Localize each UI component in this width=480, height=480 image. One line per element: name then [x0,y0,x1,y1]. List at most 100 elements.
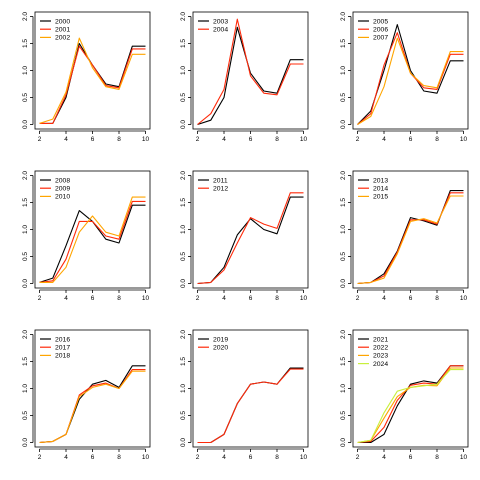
legend-label: 2013 [373,177,388,184]
y-tick-label: 1.5 [180,357,187,366]
y-tick-label: 0.0 [22,279,29,288]
plot-frame [352,170,469,289]
x-tick-label: 6 [249,136,253,143]
chart-panel-2: 2 4 6 8 10 0.0 0.5 1.0 1.5 2.0 2003 2004 [180,11,309,143]
x-tick-label: 10 [460,136,468,143]
series-line-2024 [357,369,464,444]
chart-panel-8: 2 4 6 8 10 0.0 0.5 1.0 1.5 2.0 2019 2020 [180,329,309,461]
x-tick-label: 6 [409,136,413,143]
x-tick-label: 2 [38,454,42,461]
plot-frame [192,329,309,448]
x-tick-label: 4 [64,454,68,461]
y-tick-label: 2.0 [22,330,29,339]
plot-frame [192,170,309,289]
legend-label: 2003 [213,18,228,25]
y-tick-label: 1.0 [340,225,347,234]
x-tick-label: 4 [64,136,68,143]
plot-frame [352,329,469,448]
legend-label: 2023 [373,353,388,360]
x-tick-label: 10 [142,136,150,143]
legend-label: 2016 [55,336,70,343]
x-tick-label: 6 [409,295,413,302]
y-tick-label: 1.5 [180,198,187,207]
x-tick-label: 6 [91,136,95,143]
y-tick-label: 0.0 [180,279,187,288]
series-line-2013 [357,190,464,285]
series-line-2021 [357,365,464,444]
plot-frame [34,11,151,130]
y-tick-label: 0.5 [340,252,347,261]
x-tick-label: 10 [460,295,468,302]
y-tick-label: 0.5 [22,252,29,261]
x-tick-label: 8 [117,295,121,302]
x-tick-label: 6 [91,454,95,461]
x-tick-label: 10 [460,454,468,461]
legend-label: 2020 [213,345,228,352]
x-tick-label: 10 [300,295,308,302]
x-tick-label: 6 [91,295,95,302]
y-tick-label: 1.0 [22,225,29,234]
legend-label: 2018 [55,353,70,360]
legend-label: 2014 [373,186,388,193]
x-tick-label: 8 [117,454,121,461]
series-line-2009 [39,200,146,283]
legend-label: 2001 [55,27,70,34]
y-tick-label: 2.0 [180,12,187,21]
series-line-2011 [197,196,304,285]
x-tick-label: 6 [249,454,253,461]
plot-frame [34,329,151,448]
y-tick-label: 0.0 [22,438,29,447]
y-tick-label: 2.0 [180,330,187,339]
chart-panel-5: 2 4 6 8 10 0.0 0.5 1.0 1.5 2.0 2011 2012 [180,170,309,302]
y-tick-label: 0.5 [22,93,29,102]
x-tick-label: 10 [300,454,308,461]
x-tick-label: 8 [435,295,439,302]
x-tick-label: 2 [356,454,360,461]
series-line-2001 [39,45,146,124]
legend-label: 2006 [373,27,388,34]
y-tick-label: 2.0 [340,171,347,180]
x-tick-label: 10 [142,454,150,461]
legend-label: 2012 [213,186,228,193]
y-tick-label: 0.0 [340,438,347,447]
legend-label: 2008 [55,177,70,184]
x-tick-label: 10 [300,136,308,143]
legend-label: 2009 [55,186,70,193]
series-line-2004 [197,18,304,125]
y-tick-label: 0.5 [340,411,347,420]
y-tick-label: 0.0 [22,120,29,129]
legend-label: 2024 [373,361,388,368]
plot-frame [34,170,151,289]
y-tick-label: 1.0 [22,384,29,393]
x-tick-label: 4 [64,295,68,302]
legend-label: 2000 [55,18,70,25]
x-tick-label: 2 [196,295,200,302]
y-tick-label: 2.0 [22,171,29,180]
x-tick-label: 4 [222,136,226,143]
x-tick-label: 4 [382,295,386,302]
legend-label: 2019 [213,336,228,343]
x-tick-label: 8 [435,136,439,143]
y-tick-label: 0.5 [180,93,187,102]
y-tick-label: 0.0 [340,120,347,129]
x-tick-label: 8 [275,295,279,302]
y-tick-label: 0.0 [180,438,187,447]
legend-label: 2021 [373,336,388,343]
y-tick-label: 1.0 [180,384,187,393]
legend-label: 2002 [55,35,70,42]
y-tick-label: 1.5 [22,39,29,48]
legend-label: 2007 [373,35,388,42]
y-tick-label: 0.0 [340,279,347,288]
y-tick-label: 0.0 [180,120,187,129]
series-line-2018 [39,370,146,444]
y-tick-label: 1.5 [340,198,347,207]
y-tick-label: 0.5 [180,411,187,420]
x-tick-label: 8 [275,136,279,143]
series-line-2022 [357,365,464,444]
y-tick-label: 0.5 [340,93,347,102]
series-line-2010 [39,196,146,283]
